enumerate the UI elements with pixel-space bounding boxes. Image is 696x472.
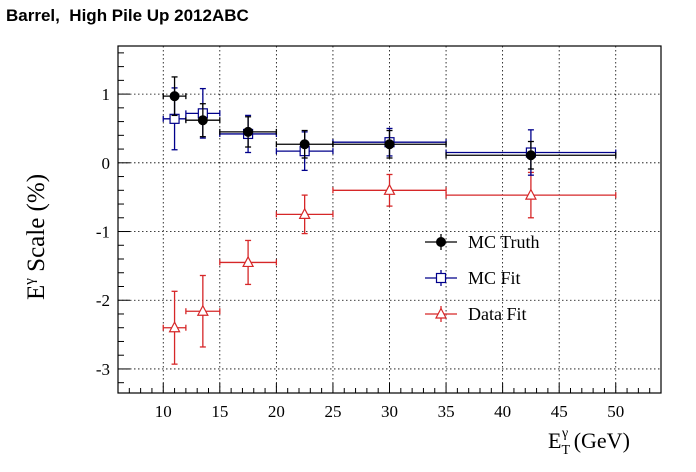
legend-label: MC Fit [468,268,521,288]
data-point [196,304,209,316]
legend-label: MC Truth [468,232,540,252]
x-tick-label: 45 [551,402,568,421]
data-point [383,183,396,195]
data-point [169,91,180,102]
x-tick-label: 35 [438,402,455,421]
x-tick-label: 15 [211,402,228,421]
data-point [242,255,255,268]
data-point [299,139,310,150]
data-point [243,126,254,137]
data-point [298,207,311,219]
y-tick-label: -2 [96,291,110,310]
x-tick-label: 30 [381,402,398,421]
y-axis-label: Eγ Scale (%) [22,174,50,300]
legend-marker [435,307,447,319]
series-mc-truth [162,76,617,170]
legend-entry: MC Truth [425,232,540,252]
series-data-fit [162,171,617,365]
legend-entry: Data Fit [425,304,527,324]
data-point [524,188,537,200]
x-tick-label: 40 [494,402,511,421]
y-tick-label: 0 [102,154,111,173]
y-tick-label: 1 [102,85,111,104]
chart-title: Barrel, High Pile Up 2012ABC [6,6,249,25]
legend-label: Data Fit [468,304,527,324]
x-tick-label: 25 [324,402,341,421]
x-axis-label: ETγ (GeV) [548,426,630,458]
grid-lines [118,46,661,393]
legend-entry: MC Fit [425,268,521,288]
x-tick-label: 50 [607,402,624,421]
legend-marker [436,237,446,247]
axis-ticks: 10 15 20 25 30 35 40 45 50 -3 -2 -1 0 1 [96,52,662,421]
legend: MC Truth MC Fit Data Fit [425,232,540,324]
data-point [197,115,208,126]
data-point [384,139,395,150]
y-tick-label: -3 [96,360,110,379]
legend-marker [435,272,447,284]
x-tick-label: 20 [268,402,285,421]
data-series [162,76,617,365]
data-point [525,150,536,161]
y-tick-label: -1 [96,223,110,242]
x-tick-label: 10 [155,402,172,421]
data-point [168,320,181,333]
